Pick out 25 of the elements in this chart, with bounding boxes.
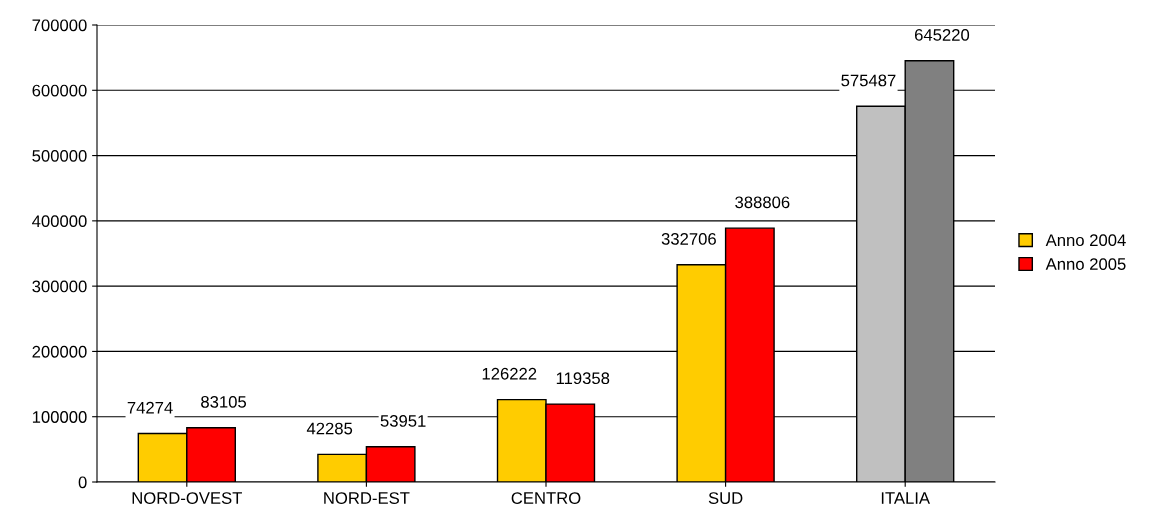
data-label: 74274	[127, 401, 173, 414]
data-label: 332706	[661, 233, 716, 245]
data-label: 388806	[735, 196, 790, 209]
y-tick-label: 200000	[32, 345, 87, 358]
y-tick-label: 400000	[32, 215, 87, 228]
legend-label: Anno 2004	[1045, 234, 1126, 247]
data-label: 83105	[201, 395, 247, 408]
x-tick-label: NORD-EST	[324, 492, 410, 504]
data-label: 575487	[841, 74, 896, 87]
x-tick-label: NORD-OVEST	[132, 492, 242, 504]
data-label: 645220	[914, 29, 970, 41]
x-tick-label: CENTRO	[511, 492, 581, 504]
x-tick-label: ITALIA	[881, 492, 931, 504]
data-label: 42285	[306, 422, 353, 435]
y-tick-label: 700000	[32, 19, 87, 32]
y-tick-label: 600000	[32, 84, 87, 97]
data-label: 126222	[482, 367, 537, 380]
legend-label: Anno 2005	[1045, 258, 1126, 270]
y-tick-label: 500000	[32, 149, 87, 162]
y-tick-label: 300000	[32, 280, 87, 293]
data-label: 119358	[556, 372, 610, 385]
x-tick-label: SUD	[708, 492, 743, 504]
y-tick-label: 100000	[32, 411, 87, 423]
y-tick-label: 0	[78, 476, 87, 489]
data-label: 53951	[380, 415, 426, 427]
